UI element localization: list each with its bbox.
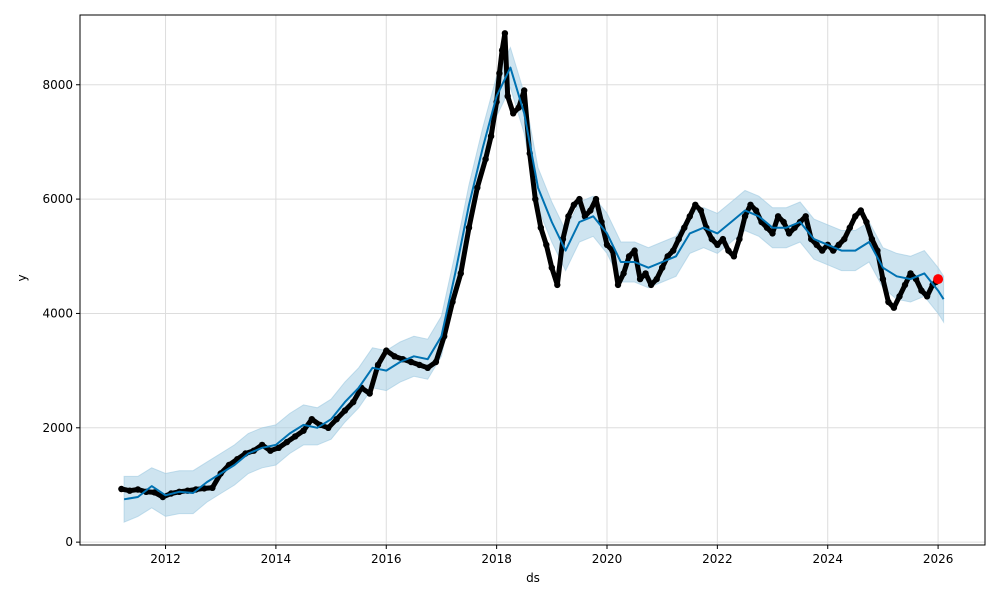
y-axis-label: y	[15, 274, 29, 281]
y-tick-label: 6000	[42, 192, 73, 206]
x-tick-label: 2024	[812, 552, 843, 566]
x-axis-label: ds	[526, 571, 540, 585]
y-tick-label: 2000	[42, 421, 73, 435]
x-tick-label: 2026	[923, 552, 954, 566]
observed-points	[118, 30, 940, 501]
x-tick-label: 2018	[481, 552, 512, 566]
grid-lines	[80, 15, 985, 545]
uncertainty-interval	[123, 46, 945, 523]
uncertainty-band	[123, 46, 945, 523]
axis-ticks: 2012 2014 2016 2018 2020 2022 2024 2026 0 2000 400…	[42, 78, 953, 566]
x-tick-label: 2016	[371, 552, 402, 566]
highlight-point	[933, 274, 944, 285]
y-tick-label: 4000	[42, 306, 73, 320]
y-tick-label: 8000	[42, 78, 73, 92]
forecast-line	[123, 66, 945, 501]
x-tick-label: 2014	[261, 552, 292, 566]
forecast-line-group	[123, 66, 945, 501]
y-tick-label: 0	[65, 535, 73, 549]
x-tick-label: 2012	[150, 552, 181, 566]
plot-area-frame	[79, 14, 986, 546]
observed-trace	[118, 30, 939, 500]
highlight-point-group	[933, 274, 944, 285]
x-tick-label: 2022	[702, 552, 733, 566]
x-tick-label: 2020	[592, 552, 623, 566]
